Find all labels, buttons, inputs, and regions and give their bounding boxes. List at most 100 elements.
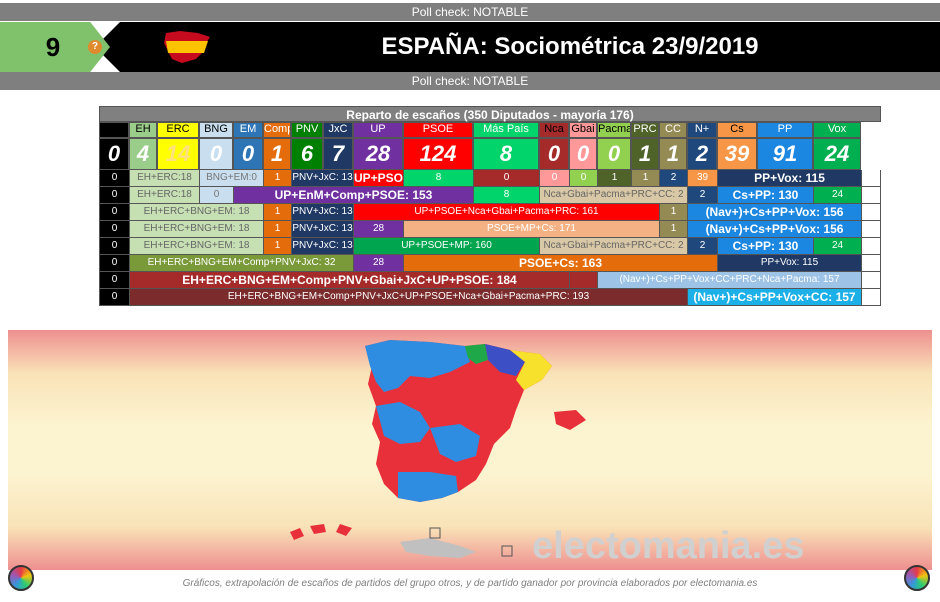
coalition-row: 0 EH+ERC+BNG+EM+Comp+PNV+JxC: 32 28 PSOE+Cs…	[99, 255, 881, 272]
party-seats-jxc: 7	[323, 138, 353, 170]
coalition-segment: Cs+PP: 130	[718, 238, 814, 254]
party-name-n: N+	[687, 122, 717, 138]
coalition-segment: 1	[632, 170, 660, 186]
party-name-erc: ERC	[157, 122, 199, 138]
coalition-segment: 1	[264, 221, 292, 237]
coalition-segment: EH+ERC:18	[130, 170, 200, 186]
poll-number: 9	[45, 32, 61, 62]
map-pnv	[465, 344, 488, 364]
party-name-gbai: Gbai	[569, 122, 597, 138]
party-seats-nca: 0	[539, 138, 569, 170]
party-seats-comp: 1	[263, 138, 291, 170]
party-seats-psoe: 124	[403, 138, 473, 170]
map-pp-west	[376, 402, 430, 444]
coalition-row: 0 EH+ERC+BNG+EM: 18 1 PNV+JxC: 13 UP+PSOE+Nc…	[99, 204, 881, 221]
coalition-segment: 39	[688, 170, 718, 186]
party-seats-erc: 14	[157, 138, 199, 170]
coalition-segment: 1	[660, 204, 688, 220]
party-name-pnv: PNV	[291, 122, 323, 138]
poll-check-top: Poll check: NOTABLE	[0, 3, 940, 21]
header: 9 ? ESPAÑA: Sociométrica 23/9/2019	[0, 22, 940, 72]
party-name-bng: BNG	[199, 122, 233, 138]
coalition-segment: 1	[660, 221, 688, 237]
party-name-up: UP	[353, 122, 403, 138]
party-seats-bng: 0	[199, 138, 233, 170]
party-seats-frep: 0	[99, 138, 129, 170]
coalition-segment: 0	[100, 170, 130, 186]
map-canarias	[290, 524, 352, 540]
coalition-segment: Nca+Gbai+Pacma+PRC+CC: 2	[540, 187, 688, 203]
coalition-segment: 0	[100, 238, 130, 254]
map-pp-north	[365, 340, 470, 392]
party-name-eh: EH	[129, 122, 157, 138]
party-seats-prc: 1	[631, 138, 659, 170]
party-seats-eh: 4	[129, 138, 157, 170]
coalition-segment: 0	[100, 255, 130, 271]
coalition-segment: BNG+EM:0	[200, 170, 264, 186]
coalition-segment: 24	[814, 187, 862, 203]
coalition-segment: EH+ERC+BNG+EM+Comp+PNV+JxC+UP+PSOE+Nca+G…	[130, 289, 688, 305]
coalition-segment: 8	[404, 170, 474, 186]
map-pp-south	[398, 472, 458, 502]
party-seats-pacma: 0	[597, 138, 631, 170]
party-seats-up: 28	[353, 138, 403, 170]
party-seats-cc: 1	[659, 138, 687, 170]
party-name-vox: Vox	[813, 122, 861, 138]
coalition-segment: 8	[474, 187, 540, 203]
watermark: electomania.es	[532, 525, 805, 567]
coalition-segment: 28	[354, 221, 404, 237]
coalition-segment: PP+Vox: 115	[718, 170, 862, 186]
coalition-segment: PSOE+MP+Cs: 171	[404, 221, 660, 237]
coalition-row: 0 EH+ERC+BNG+EM+Comp+PNV+JxC+UP+PSOE+Nca+…	[99, 289, 881, 306]
coalition-segment: UP+PSOE: 152	[354, 170, 404, 186]
footer-note: Gráficos, extrapolación de escaños de pa…	[182, 578, 758, 589]
map-melilla-box	[501, 545, 513, 557]
coalition-row: 0 EH+ERC+BNG+EM: 18 1 PNV+JxC: 13 UP+PSOE+MP…	[99, 238, 881, 255]
coalition-segment: 24	[814, 238, 862, 254]
coalition-segment: (Nav+)+Cs+PP+Vox+CC: 157	[688, 289, 862, 305]
party-name-pacma: Pacma	[597, 122, 631, 138]
party-name-comp: Comp	[263, 122, 291, 138]
party-name-psoe: PSOE	[403, 122, 473, 138]
party-seats-em: 0	[233, 138, 263, 170]
coalition-segment: PNV+JxC: 13	[292, 170, 354, 186]
coalition-segment: PP+Vox: 115	[718, 255, 862, 271]
coalition-segment: EH+ERC+BNG+EM: 18	[130, 238, 264, 254]
map-psoe-region	[365, 340, 552, 502]
party-seats-pp: 91	[757, 138, 813, 170]
coalition-segment: Cs+PP: 130	[718, 187, 814, 203]
party-name-pp: PP	[757, 122, 813, 138]
coalition-row: 0 EH+ERC:18 0 UP+EnM+Comp+PSOE: 153 8 Nca+Gba…	[99, 187, 881, 204]
coalition-segment: PNV+JxC: 13	[292, 204, 354, 220]
coalition-segment: 1	[598, 170, 632, 186]
coalition-segment: 0	[100, 289, 130, 305]
coalition-segment: 0	[100, 204, 130, 220]
coalition-segment: Nca+Gbai+Pacma+PRC+CC: 2	[540, 238, 688, 254]
spain-province-map	[290, 340, 586, 558]
coalition-segment: 0	[100, 187, 130, 203]
coalition-segment: PNV+JxC: 13	[292, 221, 354, 237]
party-name-em: EM	[233, 122, 263, 138]
map-pp-center	[430, 424, 480, 462]
coalition-segment: UP+PSOE+MP: 160	[354, 238, 540, 254]
coalition-segment: 0	[200, 187, 234, 203]
title-bar	[95, 22, 940, 72]
map-erc	[510, 350, 552, 390]
coalition-segment: EH+ERC+BNG+EM+Comp+PNV+JxC: 32	[130, 255, 354, 271]
coalition-segment: (Nav+)+Cs+PP+Vox: 156	[688, 204, 862, 220]
map-africa-coast	[400, 538, 476, 558]
coalition-segment: 1	[264, 170, 292, 186]
map-navarra	[485, 344, 525, 376]
coalition-segment: 2	[660, 170, 688, 186]
coalition-segment: 2	[688, 238, 718, 254]
question-badge[interactable]: ?	[88, 40, 102, 54]
electomania-logo-right-icon	[904, 565, 930, 591]
map-ceuta-box	[429, 527, 441, 539]
coalition-row: 0 EH+ERC+BNG+EM+Comp+PNV+Gbai+JxC+UP+PSOE…	[99, 272, 881, 289]
party-seats-pnv: 6	[291, 138, 323, 170]
party-seats-mspas: 8	[473, 138, 539, 170]
party-seats-cs: 39	[717, 138, 757, 170]
coalition-segment: (Nav+)+Cs+PP+Vox+CC+PRC+Nca+Pacma: 157	[598, 272, 862, 288]
spain-flag-map-icon	[164, 31, 210, 63]
